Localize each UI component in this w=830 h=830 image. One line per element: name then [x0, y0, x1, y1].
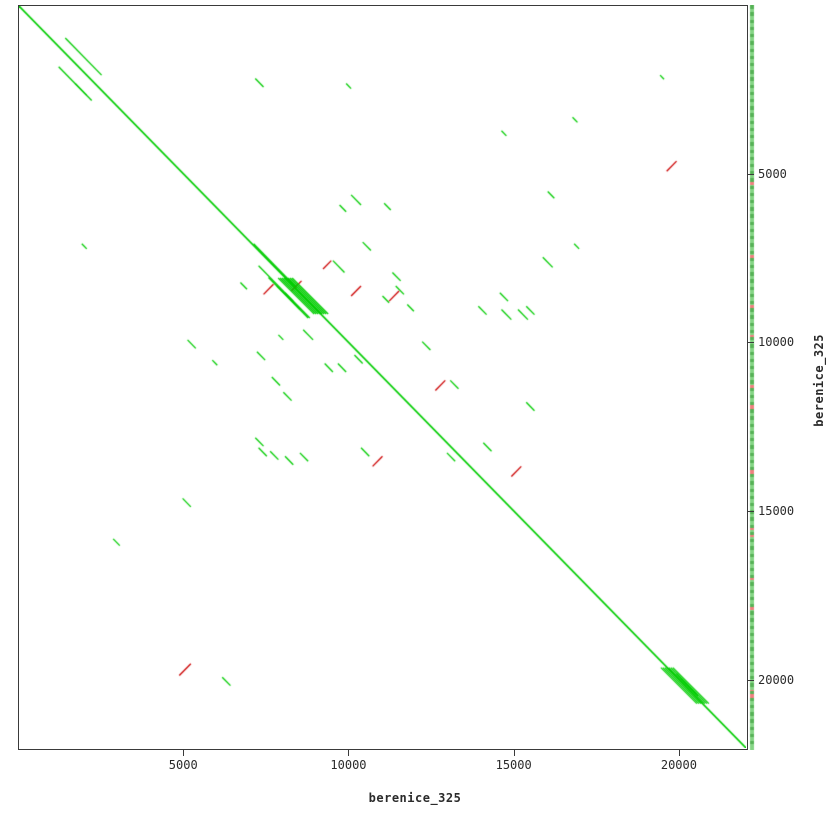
y-tick-5000 [748, 173, 754, 175]
x-tick-label-10000: 10000 [330, 758, 367, 772]
y-axis-density-band [749, 5, 756, 750]
y-tick-label-20000: 20000 [758, 672, 795, 687]
x-tick-10000 [348, 750, 350, 756]
x-axis-density-band [18, 751, 748, 758]
y-tick-20000 [748, 679, 754, 681]
x-tick-label-20000: 20000 [660, 758, 697, 772]
y-tick-label-10000: 10000 [758, 335, 795, 350]
y-axis-title: berenice_325 [812, 334, 826, 427]
y-tick-label-5000: 5000 [758, 166, 787, 181]
dotplot-canvas [19, 6, 746, 748]
y-tick-10000 [748, 342, 754, 344]
plot-area [18, 5, 748, 750]
x-tick-label-5000: 5000 [168, 758, 198, 772]
y-tick-15000 [748, 510, 754, 512]
x-axis-title: berenice_325 [368, 791, 462, 805]
x-tick-5000 [183, 750, 185, 756]
x-tick-20000 [678, 750, 680, 756]
y-tick-label-15000: 15000 [758, 503, 795, 518]
x-tick-15000 [513, 750, 515, 756]
x-tick-label-15000: 15000 [495, 758, 532, 772]
